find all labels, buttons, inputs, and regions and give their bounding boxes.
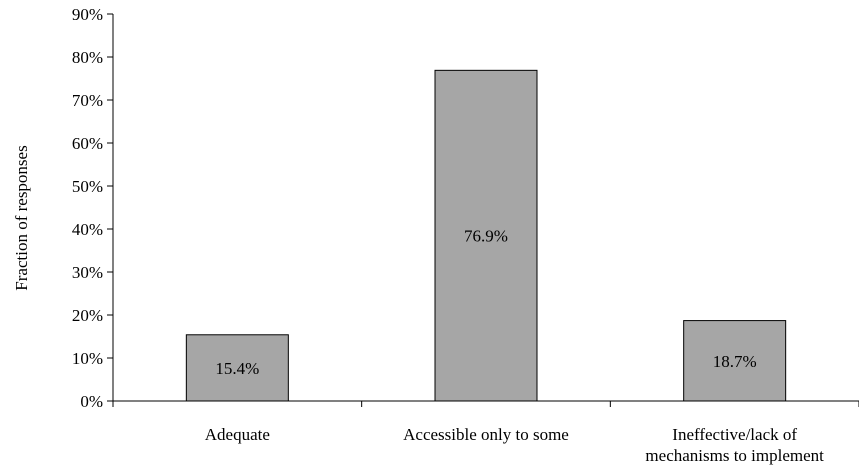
bar-value-label: 76.9% xyxy=(464,227,508,246)
x-category-label: Ineffective/lack of xyxy=(672,425,797,444)
y-tick-label: 10% xyxy=(72,349,103,368)
y-tick-label: 80% xyxy=(72,48,103,67)
y-tick-label: 60% xyxy=(72,134,103,153)
y-tick-label: 0% xyxy=(80,392,103,411)
x-category-label: Adequate xyxy=(205,425,270,444)
y-tick-label: 50% xyxy=(72,177,103,196)
y-tick-label: 20% xyxy=(72,306,103,325)
y-tick-label: 70% xyxy=(72,91,103,110)
x-category-label: Accessible only to some xyxy=(403,425,569,444)
bar xyxy=(683,320,787,402)
bar-value-label: 15.4% xyxy=(215,359,259,378)
x-category-label: mechanisms to implement xyxy=(645,446,824,465)
y-tick-label: 40% xyxy=(72,220,103,239)
labels: 15.4% Adequate 76.9% Accessible only to som… xyxy=(205,227,824,465)
bar xyxy=(185,334,289,402)
y-tick-label: 90% xyxy=(72,5,103,24)
bars xyxy=(185,69,787,402)
bar-value-label: 18.7% xyxy=(713,352,757,371)
y-axis-title: Fraction of responses xyxy=(12,145,31,290)
y-tick-label: 30% xyxy=(72,263,103,282)
bar xyxy=(434,69,538,402)
